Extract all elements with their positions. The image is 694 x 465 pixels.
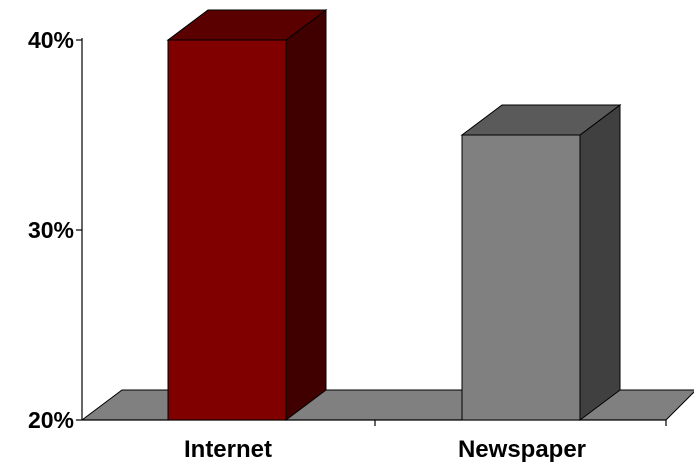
y-tick-label: 40%: [28, 27, 74, 53]
x-category-label: Internet: [184, 436, 272, 463]
bar-side-face: [285, 9, 327, 421]
x-category-label: Newspaper: [458, 436, 586, 463]
bar-front-face: [461, 134, 581, 421]
bar-newspaper: [460, 104, 622, 421]
bar-front-face: [167, 39, 287, 421]
bar-side-face: [579, 104, 621, 421]
x-categories: Internet Newspaper: [184, 436, 586, 463]
bar-internet: [166, 9, 328, 421]
bars: [166, 9, 622, 421]
y-tick-label: 30%: [28, 217, 74, 243]
y-tick-label: 20%: [28, 407, 74, 433]
y-ticks: 20% 30% 40%: [28, 27, 667, 433]
